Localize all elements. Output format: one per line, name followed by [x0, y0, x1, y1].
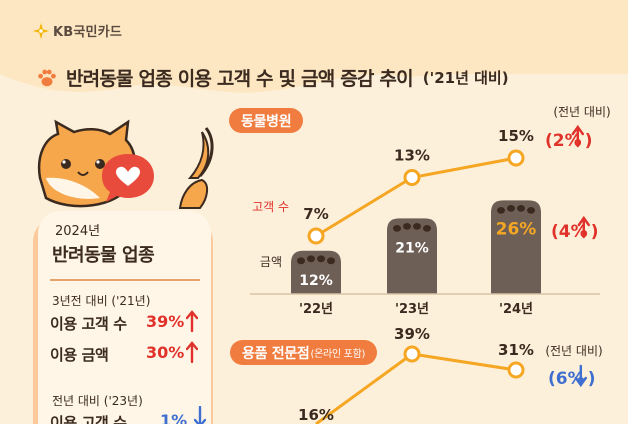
- paw-toe-icon: [517, 205, 525, 212]
- up-arrow-icon: [186, 341, 198, 363]
- line-data-label: 13%: [394, 147, 430, 165]
- series-label-amount: 금액: [260, 255, 282, 269]
- yoy-header: (전년 대비): [545, 344, 602, 358]
- summary-card: [38, 211, 211, 424]
- line-series: [315, 352, 517, 424]
- bar-data-label: 21%: [395, 240, 429, 256]
- paw-toe-icon: [413, 223, 421, 230]
- paw-toe-icon: [393, 225, 401, 232]
- yoy-value: (2%: [545, 131, 582, 151]
- yoy-header: (전년 대비): [553, 105, 610, 119]
- x-tick-label: '23년: [395, 302, 429, 317]
- line-data-label: 7%: [303, 205, 328, 223]
- up-arrow-icon: [571, 124, 584, 148]
- paw-toe-icon: [327, 257, 335, 265]
- yoy-value: (4%: [551, 222, 588, 242]
- line-point: [507, 361, 525, 379]
- title-sub: ('21년 대비): [422, 69, 509, 87]
- line-data-label: 16%: [298, 406, 334, 424]
- summary-group1-label: 3년전 대비 ('21년): [52, 294, 151, 308]
- line-data-label: 31%: [498, 341, 534, 359]
- paw-toe-icon: [507, 205, 515, 212]
- line-data-label: 39%: [394, 325, 430, 343]
- section-tag-store: 용품 전문점 (온라인 포함): [230, 340, 378, 365]
- heart-bubble-icon: [102, 154, 154, 202]
- line-point: [403, 345, 421, 363]
- summary-row-customers-label: 이용 고객 수: [50, 315, 127, 333]
- bar: [491, 200, 541, 294]
- x-tick-label: '22년: [299, 302, 333, 317]
- summary-divider: [50, 279, 200, 281]
- page-title: 반려동물 업종 이용 고객 수 및 금액 증감 추이 ('21년 대비): [36, 64, 509, 91]
- summary-row-customers-value: 39%: [146, 312, 185, 331]
- summary-group2-label: 전년 대비 ('23년): [52, 394, 143, 408]
- yoy-close: ): [591, 222, 599, 242]
- brand-logo: KB국민카드: [32, 21, 122, 40]
- yoy-close: ): [585, 131, 593, 151]
- kb-star-icon: [32, 22, 50, 39]
- up-arrow-icon: [186, 310, 198, 332]
- section-tag-hospital: 동물병원: [229, 108, 304, 133]
- section-tag-store-note: (온라인 포함): [310, 349, 366, 360]
- yoy-value: (6%: [548, 369, 585, 389]
- paw-toe-icon: [497, 207, 505, 214]
- summary-row-amount-value: 30%: [146, 343, 185, 362]
- summary-year: 2024년: [55, 224, 101, 239]
- x-tick-label: '24년: [499, 302, 533, 317]
- paw-toe-icon: [423, 225, 431, 232]
- line-point: [307, 227, 325, 245]
- line-point: [507, 149, 525, 167]
- paw-toe-icon: [527, 207, 535, 214]
- summary-heading: 반려동물 업종: [52, 245, 155, 266]
- line-data-label: 15%: [498, 127, 534, 145]
- header-wave: [0, 0, 628, 93]
- down-arrow-icon: [194, 406, 206, 424]
- summary-row-amount-label: 이용 금액: [50, 346, 109, 364]
- brand-name: KB국민카드: [53, 25, 123, 40]
- title-main: 반려동물 업종 이용 고객 수 및 금액 증감 추이: [66, 68, 414, 90]
- series-label-customers: 고객 수: [252, 200, 289, 214]
- line-point: [403, 169, 421, 186]
- paw-toe-icon: [297, 257, 305, 265]
- paw-toe-icon: [307, 255, 315, 263]
- section-tag-store-label: 용품 전문점: [242, 345, 310, 362]
- down-arrow-icon: [574, 364, 587, 388]
- paw-icon: [38, 69, 56, 86]
- summary-row-yoy-customers-label: 이용 고객 수: [50, 414, 127, 424]
- yoy-close: ): [588, 369, 596, 389]
- summary-row-yoy-customers-value: 1%: [160, 411, 188, 424]
- bar-data-label: 12%: [299, 273, 333, 289]
- bar: [387, 218, 437, 294]
- bar-data-label: 26%: [496, 219, 537, 239]
- section-tag-hospital-label: 동물병원: [241, 113, 292, 130]
- paw-toe-icon: [317, 255, 325, 263]
- up-arrow-icon: [577, 215, 590, 239]
- paw-toe-icon: [403, 223, 411, 230]
